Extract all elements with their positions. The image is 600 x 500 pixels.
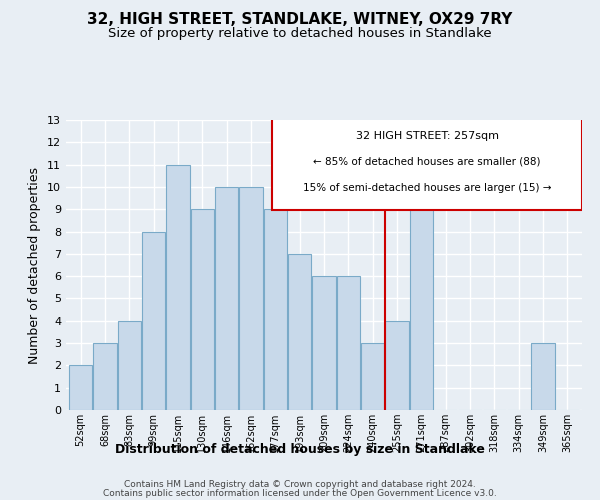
Bar — [191, 209, 214, 410]
Bar — [410, 209, 433, 410]
Text: Distribution of detached houses by size in Standlake: Distribution of detached houses by size … — [115, 442, 485, 456]
Text: Contains public sector information licensed under the Open Government Licence v3: Contains public sector information licen… — [103, 489, 497, 498]
Bar — [288, 254, 311, 410]
Text: Size of property relative to detached houses in Standlake: Size of property relative to detached ho… — [108, 28, 492, 40]
Text: Contains HM Land Registry data © Crown copyright and database right 2024.: Contains HM Land Registry data © Crown c… — [124, 480, 476, 489]
Bar — [532, 343, 554, 410]
Bar — [361, 343, 384, 410]
Bar — [69, 366, 92, 410]
Bar — [142, 232, 165, 410]
Bar — [385, 321, 409, 410]
Bar — [239, 187, 263, 410]
Text: 15% of semi-detached houses are larger (15) →: 15% of semi-detached houses are larger (… — [303, 183, 551, 193]
Y-axis label: Number of detached properties: Number of detached properties — [28, 166, 41, 364]
Bar — [264, 209, 287, 410]
Bar — [118, 321, 141, 410]
Bar — [215, 187, 238, 410]
Text: 32 HIGH STREET: 257sqm: 32 HIGH STREET: 257sqm — [356, 130, 499, 140]
Bar — [94, 343, 116, 410]
Bar — [337, 276, 360, 410]
Text: ← 85% of detached houses are smaller (88): ← 85% of detached houses are smaller (88… — [313, 157, 541, 167]
Bar — [166, 164, 190, 410]
Text: 32, HIGH STREET, STANDLAKE, WITNEY, OX29 7RY: 32, HIGH STREET, STANDLAKE, WITNEY, OX29… — [88, 12, 512, 28]
FancyBboxPatch shape — [272, 117, 582, 210]
Bar — [313, 276, 335, 410]
